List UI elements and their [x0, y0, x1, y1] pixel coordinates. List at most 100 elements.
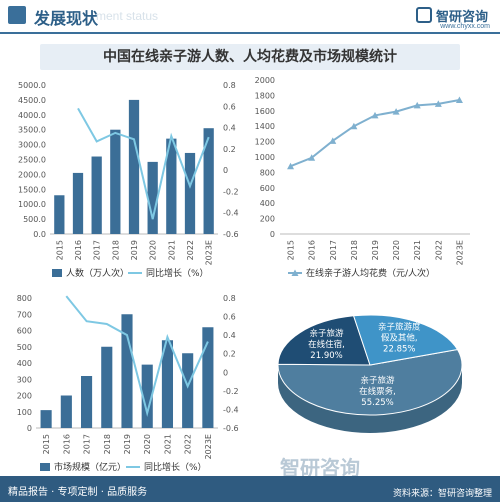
y2-tick-label: 0	[223, 166, 228, 175]
x-tick-label: 2023E	[455, 240, 464, 265]
legend-swatch-bar	[52, 269, 62, 277]
y2-tick-label: 0	[223, 368, 228, 377]
y2-tick-label: -0.4	[223, 209, 239, 218]
x-tick-label: 2017	[329, 240, 338, 260]
chart-segment-pie: 亲子旅游在线票务,55.25%亲子旅游在线住宿,21.90%亲子旅游度假及其他,…	[277, 314, 463, 433]
bar	[202, 327, 214, 428]
x-tick-label: 2018	[350, 240, 359, 260]
pie-slice-label: 亲子旅游	[361, 375, 396, 386]
x-tick-label: 2021	[167, 240, 176, 260]
x-tick-label: 2022	[186, 240, 195, 260]
y-tick-label: 1400	[255, 122, 275, 131]
brand-url: www.chyxx.com	[440, 23, 490, 30]
legend-label-spend: 在线亲子游人均花费（元/人次）	[306, 267, 435, 279]
y2-tick-label: -0.2	[223, 187, 239, 196]
y-tick-label: 200	[17, 392, 32, 401]
bar	[80, 376, 93, 428]
bar	[147, 161, 158, 234]
legend-label-line: 同比增长（%）	[144, 461, 207, 473]
y-tick-label: 800	[260, 168, 275, 177]
x-tick-label: 2018	[111, 240, 120, 260]
x-tick-label: 2020	[149, 240, 158, 260]
pie-slice-label: 假及其他,	[381, 332, 418, 343]
bar	[184, 152, 196, 234]
brand-logo-icon	[415, 7, 432, 23]
x-tick-label: 2020	[392, 240, 401, 260]
y-tick-label: 400	[17, 359, 32, 368]
bar	[121, 314, 133, 428]
brand-logo: 智研咨询	[415, 6, 488, 25]
y2-tick-label: 0.4	[223, 124, 236, 133]
x-tick-label: 2017	[93, 240, 102, 260]
y2-tick-label: 0.6	[223, 313, 236, 322]
y2-tick-label: 0.6	[223, 102, 236, 111]
pie-slice-label: 亲子旅游	[310, 328, 345, 339]
spend-marker	[371, 111, 379, 119]
bar	[54, 195, 65, 234]
y2-tick-label: 0.2	[223, 145, 236, 154]
bar	[128, 99, 140, 235]
section-title: 发展现状	[34, 9, 99, 28]
y-tick-label: 3000.0	[18, 141, 46, 150]
spend-marker	[413, 101, 421, 109]
legend-swatch-marker	[291, 269, 299, 276]
y-tick-label: 100	[17, 408, 32, 417]
y-tick-label: 1500.0	[18, 185, 46, 194]
bar	[72, 172, 84, 234]
y2-tick-label: -0.2	[223, 387, 239, 396]
y2-tick-label: 0.8	[223, 81, 236, 90]
y-tick-label: 800	[17, 294, 32, 303]
y-tick-label: 400	[260, 199, 275, 208]
bar	[166, 138, 177, 234]
y-tick-label: 1200	[255, 138, 275, 147]
pie-slice	[277, 315, 371, 366]
section-icon	[8, 6, 26, 24]
page-footer: 精品报告 · 专项定制 · 品质服务 资料来源：智研咨询整理	[0, 476, 500, 502]
y-tick-label: 0	[270, 230, 275, 239]
y2-tick-label: -0.6	[223, 424, 239, 433]
pie-slice-label: 在线票务,	[359, 386, 396, 397]
y-tick-label: 1000.0	[18, 200, 46, 209]
x-tick-label: 2015	[42, 434, 51, 454]
pie-slice-label: 55.25%	[361, 398, 393, 408]
x-tick-label: 2023E	[205, 240, 214, 265]
legend-swatch-bar	[40, 463, 50, 471]
x-tick-label: 2019	[123, 434, 132, 454]
y-tick-label: 700	[17, 310, 32, 319]
legend-label-line: 同比增长（%）	[146, 267, 209, 279]
y-tick-label: 500.0	[23, 215, 46, 224]
growth-line	[65, 295, 209, 418]
bar	[203, 128, 214, 234]
pie-slice-label: 22.85%	[383, 344, 415, 354]
bar	[110, 129, 121, 234]
x-tick-label: 2016	[308, 240, 317, 260]
y-tick-label: 1800	[255, 91, 275, 100]
spend-marker	[434, 100, 442, 107]
spend-marker	[350, 122, 358, 130]
y-tick-label: 600	[260, 184, 275, 193]
x-tick-label: 2021	[163, 434, 172, 454]
y-tick-label: 4000.0	[18, 111, 46, 120]
y-tick-label: 3500.0	[18, 126, 46, 135]
spend-marker	[287, 162, 295, 170]
pie-slice-label: 亲子旅游度	[378, 321, 421, 332]
chart-visitors: 0.0 500.0 1000.0 1500.0 2000.0 2500.0 3000.0 35…	[18, 81, 239, 279]
y-tick-label: 500	[17, 343, 32, 352]
bar	[141, 364, 153, 428]
spend-line	[290, 99, 460, 168]
bar	[101, 346, 113, 428]
y-tick-label: 1600	[255, 107, 275, 116]
bar	[60, 395, 72, 428]
spend-marker	[308, 154, 316, 161]
pie-slice-label: 21.90%	[310, 351, 342, 361]
y2-tick-label: -0.4	[223, 405, 239, 414]
x-tick-label: 2015	[55, 240, 64, 260]
section-subtitle: ment status	[96, 9, 159, 23]
spend-marker	[392, 108, 400, 115]
x-tick-label: 2023E	[204, 434, 213, 459]
bar	[161, 340, 174, 428]
x-tick-label: 2018	[103, 434, 112, 454]
y2-tick-label: 0.4	[223, 331, 236, 340]
chart-spend-per-person: 0 200 400 600 800 1000 1200 1400 1600 1800 2000 201…	[255, 76, 470, 279]
x-tick-label: 2021	[413, 240, 422, 260]
